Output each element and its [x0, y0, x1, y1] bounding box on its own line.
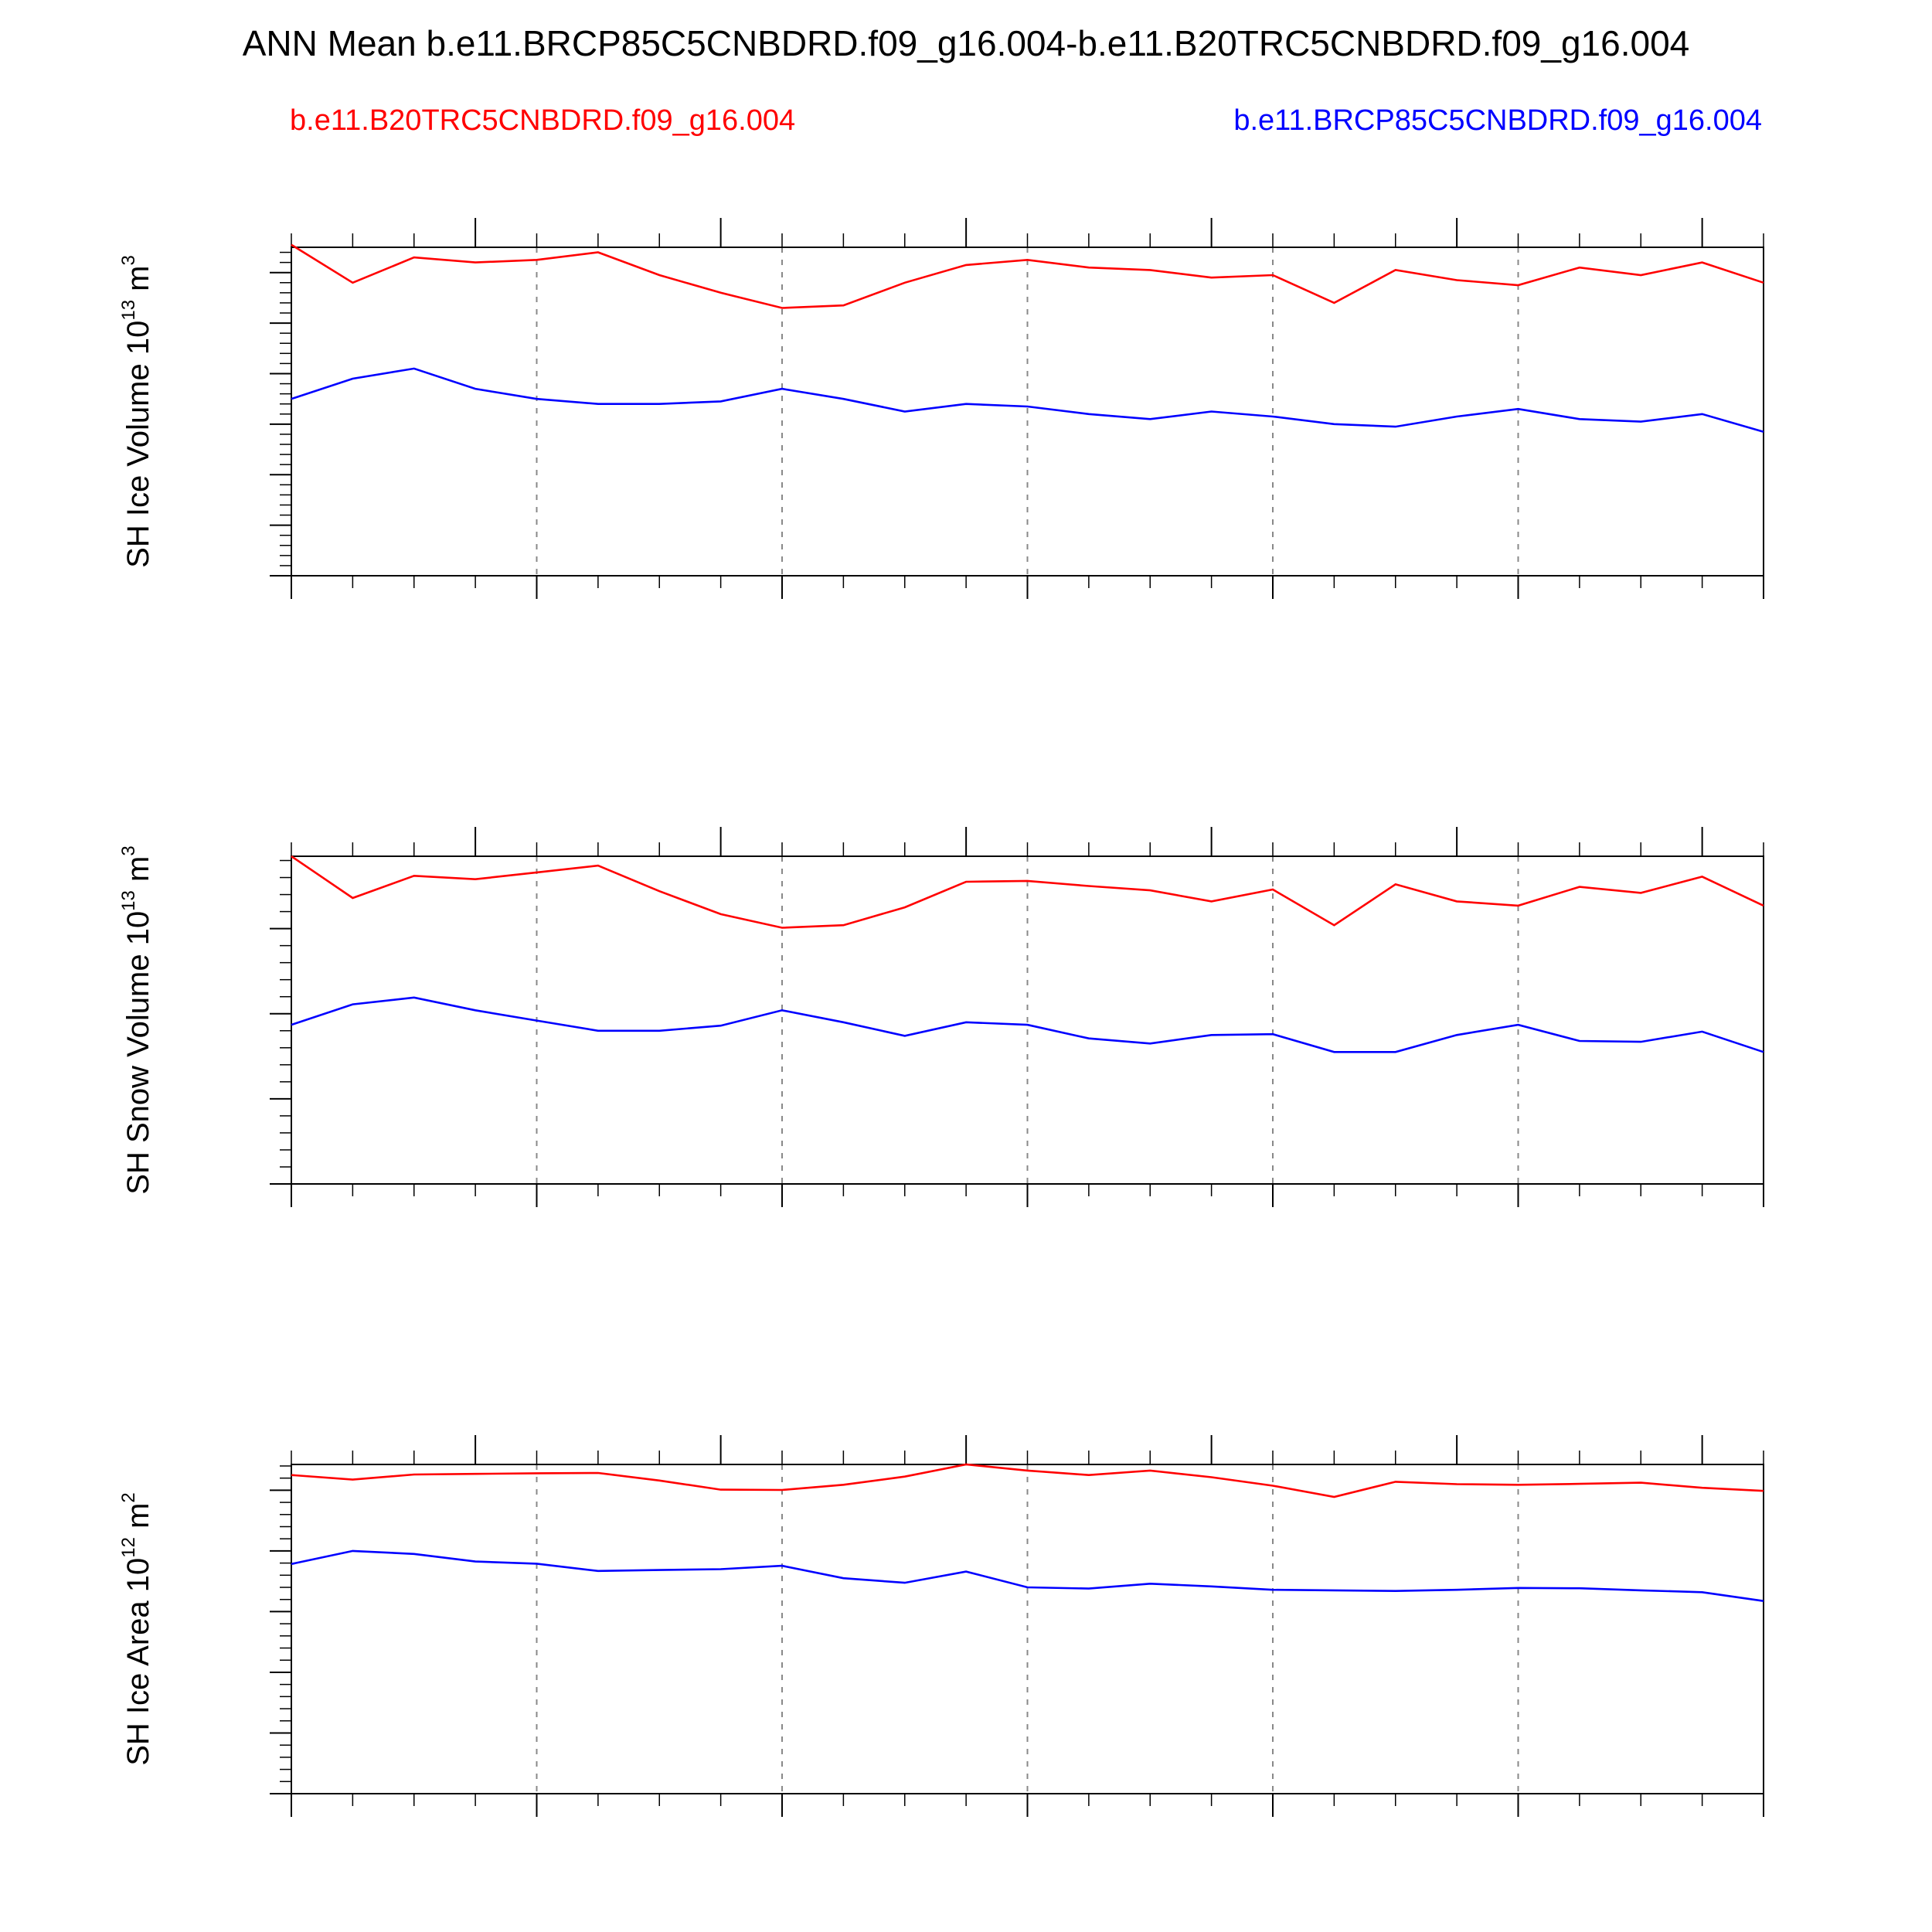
legend-historical-label: b.e11.B20TRC5CNBDRD.f09_g16.004 [290, 104, 795, 137]
y-axis-title-ylabel: SH Snow Volume 10 [121, 911, 155, 1195]
series-line-future [291, 996, 1764, 1053]
y-axis-title-ylabel: SH Ice Area 10 [121, 1558, 155, 1766]
y-axis-title-ylabel-unit: m [121, 856, 155, 890]
y-axis-title-ylabel: SH Ice Volume 10 [121, 321, 155, 568]
series-line-historical [291, 243, 1764, 309]
y-axis-title-ylabel-unit-exp: 3 [118, 845, 139, 855]
figure-title: ANN Mean b.e11.BRCP85C5CNBDRD.f09_g16.00… [243, 23, 1690, 63]
y-axis-title-ylabel-exp: 13 [118, 890, 139, 911]
y-axis-title-ylabel-exp: 13 [118, 300, 139, 321]
series-line-future [291, 1549, 1764, 1602]
y-axis-title-ylabel-exp: 12 [118, 1537, 139, 1558]
y-axis-title-ylabel-unit: m [121, 266, 155, 300]
y-axis-title-ylabel-unit-exp: 3 [118, 255, 139, 265]
y-axis-title-ylabel-unit: m [121, 1503, 155, 1537]
chart-panel-2: SH Snow Volume 1013 m3 [118, 827, 1764, 1207]
y-axis-title: SH Ice Area 1012 m2 [118, 1492, 155, 1766]
chart-panel-3: SH Ice Area 1012 m2 [118, 1435, 1764, 1817]
y-axis-title: SH Snow Volume 1013 m3 [118, 845, 155, 1194]
legend-future-label: b.e11.BRCP85C5CNBDRD.f09_g16.004 [1233, 104, 1762, 137]
series-line-future [291, 367, 1764, 433]
series-line-historical [291, 1463, 1764, 1498]
y-axis-title-ylabel-unit-exp: 2 [118, 1492, 139, 1502]
y-axis-title: SH Ice Volume 1013 m3 [118, 255, 155, 568]
series-line-historical [291, 855, 1764, 929]
chart-panel-1: SH Ice Volume 1013 m3 [118, 218, 1764, 599]
